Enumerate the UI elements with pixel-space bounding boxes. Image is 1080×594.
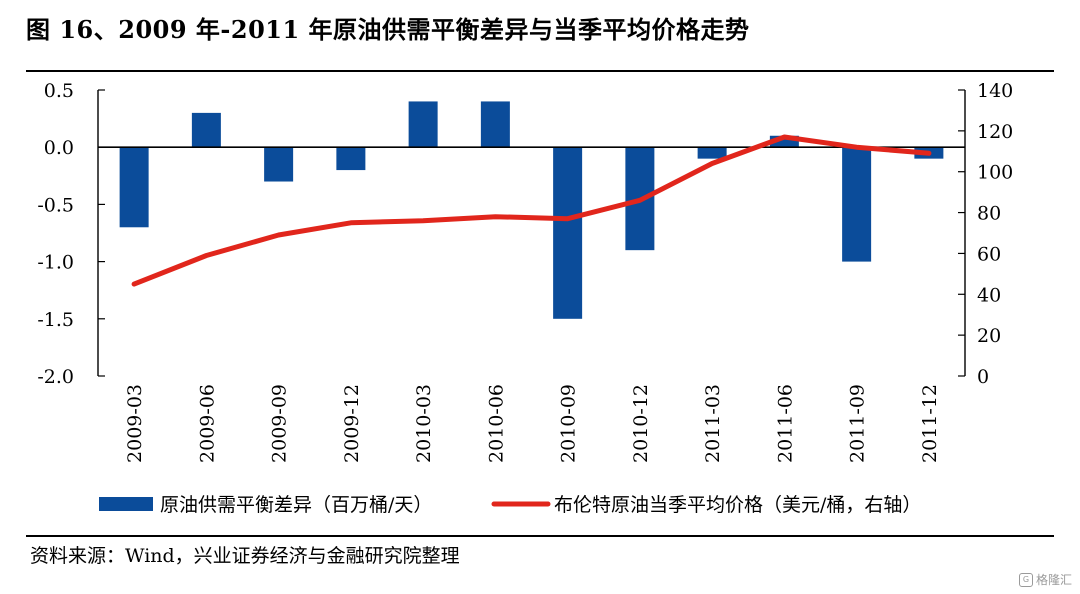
right-tick-label: 80 xyxy=(977,203,1001,225)
figure-title: 图 16、2009 年-2011 年原油供需平衡差异与当季平均价格走势 xyxy=(26,15,750,44)
left-tick-label: -2.0 xyxy=(37,366,74,388)
watermark-text: 格隆汇 xyxy=(1035,573,1072,587)
left-tick-label: 0.0 xyxy=(44,137,74,159)
bar-2010-09 xyxy=(553,147,583,319)
x-tick-label-2009-03: 2009-03 xyxy=(124,384,146,463)
watermark-logo-icon: G xyxy=(1018,572,1033,587)
bar-2009-06 xyxy=(191,112,221,148)
bar-2011-06 xyxy=(769,135,799,148)
x-tick-label-2010-09: 2010-09 xyxy=(558,384,580,463)
x-tick-label-2011-06: 2011-06 xyxy=(774,384,796,463)
legend-bar-swatch xyxy=(99,497,153,511)
right-tick-label: 0 xyxy=(977,366,989,388)
x-tick-label-2009-12: 2009-12 xyxy=(341,384,363,463)
price-line xyxy=(131,134,932,287)
x-tick-label-2010-06: 2010-06 xyxy=(485,384,507,463)
bar-2010-03 xyxy=(408,101,438,148)
bottom-rule xyxy=(26,535,1054,537)
x-tick-label-2010-03: 2010-03 xyxy=(413,384,435,463)
top-rule xyxy=(26,70,1054,72)
x-tick-label-2009-09: 2009-09 xyxy=(269,384,291,463)
bar-2009-12 xyxy=(336,147,366,171)
x-tick-label-2011-03: 2011-03 xyxy=(702,384,724,463)
right-tick-label: 20 xyxy=(977,325,1001,347)
bar-2009-03 xyxy=(119,147,149,228)
right-tick-label: 140 xyxy=(977,80,1013,102)
source-note: 资料来源：Wind，兴业证券经济与金融研究院整理 xyxy=(30,545,460,567)
right-tick-label: 120 xyxy=(977,121,1013,143)
left-tick-label: 0.5 xyxy=(44,80,74,102)
left-tick-label: -0.5 xyxy=(37,194,74,216)
bar-2010-06 xyxy=(480,101,510,148)
legend-bar-label: 原油供需平衡差异（百万桶/天） xyxy=(160,494,432,516)
right-tick-label: 100 xyxy=(977,162,1013,184)
legend-line-label: 布伦特原油当季平均价格（美元/桶，右轴） xyxy=(554,494,921,516)
left-tick-label: -1.5 xyxy=(37,309,74,331)
left-tick-label: -1.0 xyxy=(37,252,74,274)
watermark: G 格隆汇 xyxy=(1018,571,1072,588)
x-tick-label-2011-12: 2011-12 xyxy=(919,384,941,463)
x-tick-label-2010-12: 2010-12 xyxy=(630,384,652,463)
x-tick-label-2011-09: 2011-09 xyxy=(847,384,869,463)
right-tick-label: 40 xyxy=(977,284,1001,306)
right-tick-label: 60 xyxy=(977,243,1001,265)
x-tick-label-2009-06: 2009-06 xyxy=(196,384,218,463)
bar-2011-03 xyxy=(697,147,727,159)
bar-2009-09 xyxy=(264,147,294,182)
bar-2011-09 xyxy=(842,147,872,262)
